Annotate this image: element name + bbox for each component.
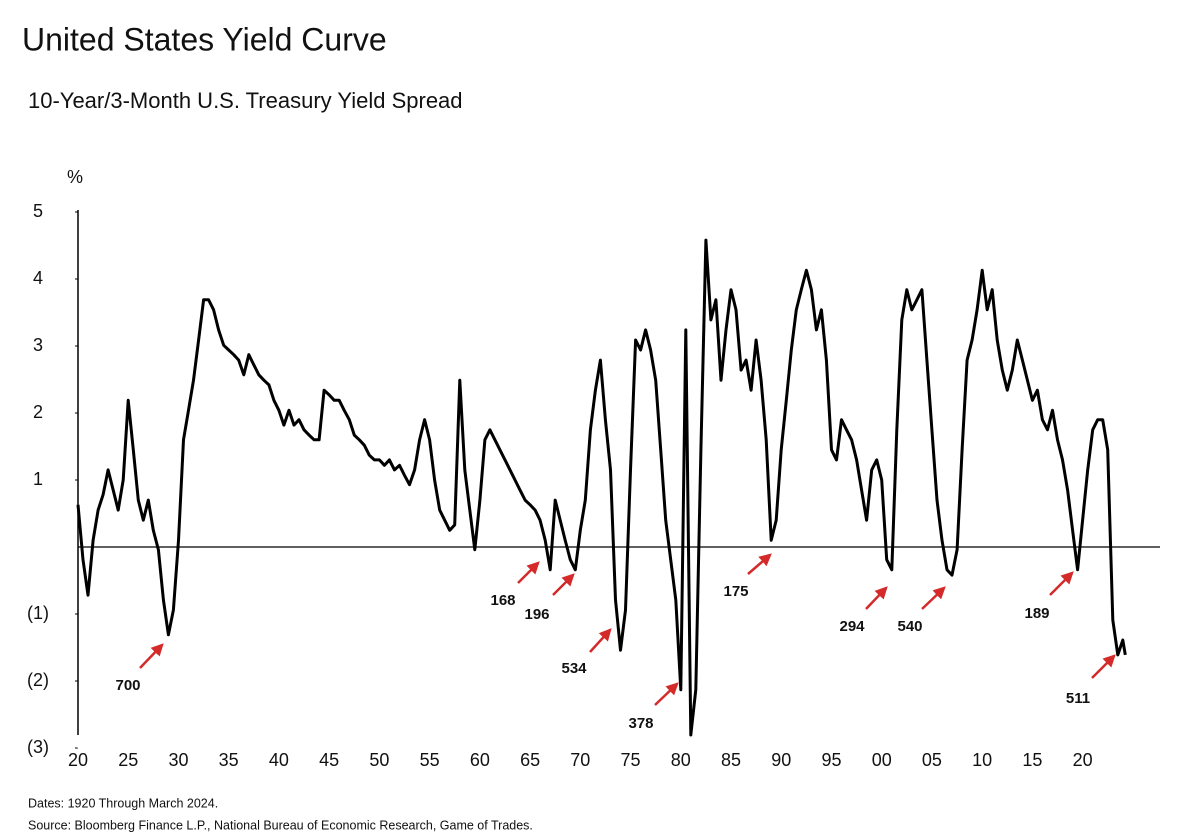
annotation-label: 700	[115, 677, 140, 694]
x-tick-label: 35	[219, 750, 239, 770]
x-tick-label: 25	[118, 750, 138, 770]
x-tick-label: 30	[168, 750, 188, 770]
annotation-arrow	[139, 643, 164, 669]
annotation-label: 168	[490, 592, 515, 609]
x-tick-label: 05	[922, 750, 942, 770]
annotation-label: 378	[628, 715, 653, 732]
x-tick-label: 50	[369, 750, 389, 770]
y-axis-label: %	[67, 167, 83, 187]
annotation-label: 511	[1066, 690, 1090, 707]
y-tick-label: (3)	[27, 737, 49, 757]
y-tick-label: 5	[33, 201, 43, 221]
annotation-arrow	[1091, 654, 1116, 679]
x-tick-label: 65	[520, 750, 540, 770]
x-tick-label: 60	[470, 750, 490, 770]
annotation-label: 534	[561, 660, 587, 677]
annotation-arrow	[865, 586, 888, 610]
annotation-arrow	[921, 586, 946, 610]
annotation-arrow	[1049, 571, 1074, 596]
annotation-label: 175	[723, 583, 748, 600]
y-tick-label: (2)	[27, 670, 49, 690]
x-tick-label: 15	[1022, 750, 1042, 770]
x-tick-label: 20	[1073, 750, 1093, 770]
annotation-label: 294	[839, 618, 865, 635]
x-tick-label: 80	[671, 750, 691, 770]
annotation-arrow	[517, 561, 540, 584]
series-line	[76, 238, 1127, 737]
x-tick-label: 45	[319, 750, 339, 770]
chart-title: United States Yield Curve	[22, 21, 387, 57]
footnote: Dates: 1920 Through March 2024.	[28, 796, 218, 810]
x-tick-label: 95	[821, 750, 841, 770]
x-tick-label: 70	[570, 750, 590, 770]
x-tick-label: 10	[972, 750, 992, 770]
x-tick-label: 00	[872, 750, 892, 770]
x-tick-label: 55	[420, 750, 440, 770]
annotation-arrow	[747, 553, 772, 575]
annotation-label: 189	[1024, 605, 1049, 622]
y-tick-label: 3	[33, 335, 43, 355]
chart-subtitle: 10-Year/3-Month U.S. Treasury Yield Spre…	[28, 88, 463, 113]
annotation-arrow	[589, 628, 612, 653]
x-tick-label: 90	[771, 750, 791, 770]
x-tick-label: 85	[721, 750, 741, 770]
x-tick-label: 40	[269, 750, 289, 770]
footnote: Source: Bloomberg Finance L.P., National…	[28, 818, 533, 832]
x-tick-label: 75	[621, 750, 641, 770]
annotation-arrow	[552, 573, 575, 596]
annotation-label: 540	[897, 618, 922, 635]
x-tick-label: 20	[68, 750, 88, 770]
annotation-arrow	[654, 682, 679, 706]
y-tick-label: 1	[33, 469, 43, 489]
y-tick-label: 4	[33, 268, 43, 288]
y-tick-label: 2	[33, 402, 43, 422]
y-tick-label: (1)	[27, 603, 49, 623]
annotation-label: 196	[524, 606, 549, 623]
